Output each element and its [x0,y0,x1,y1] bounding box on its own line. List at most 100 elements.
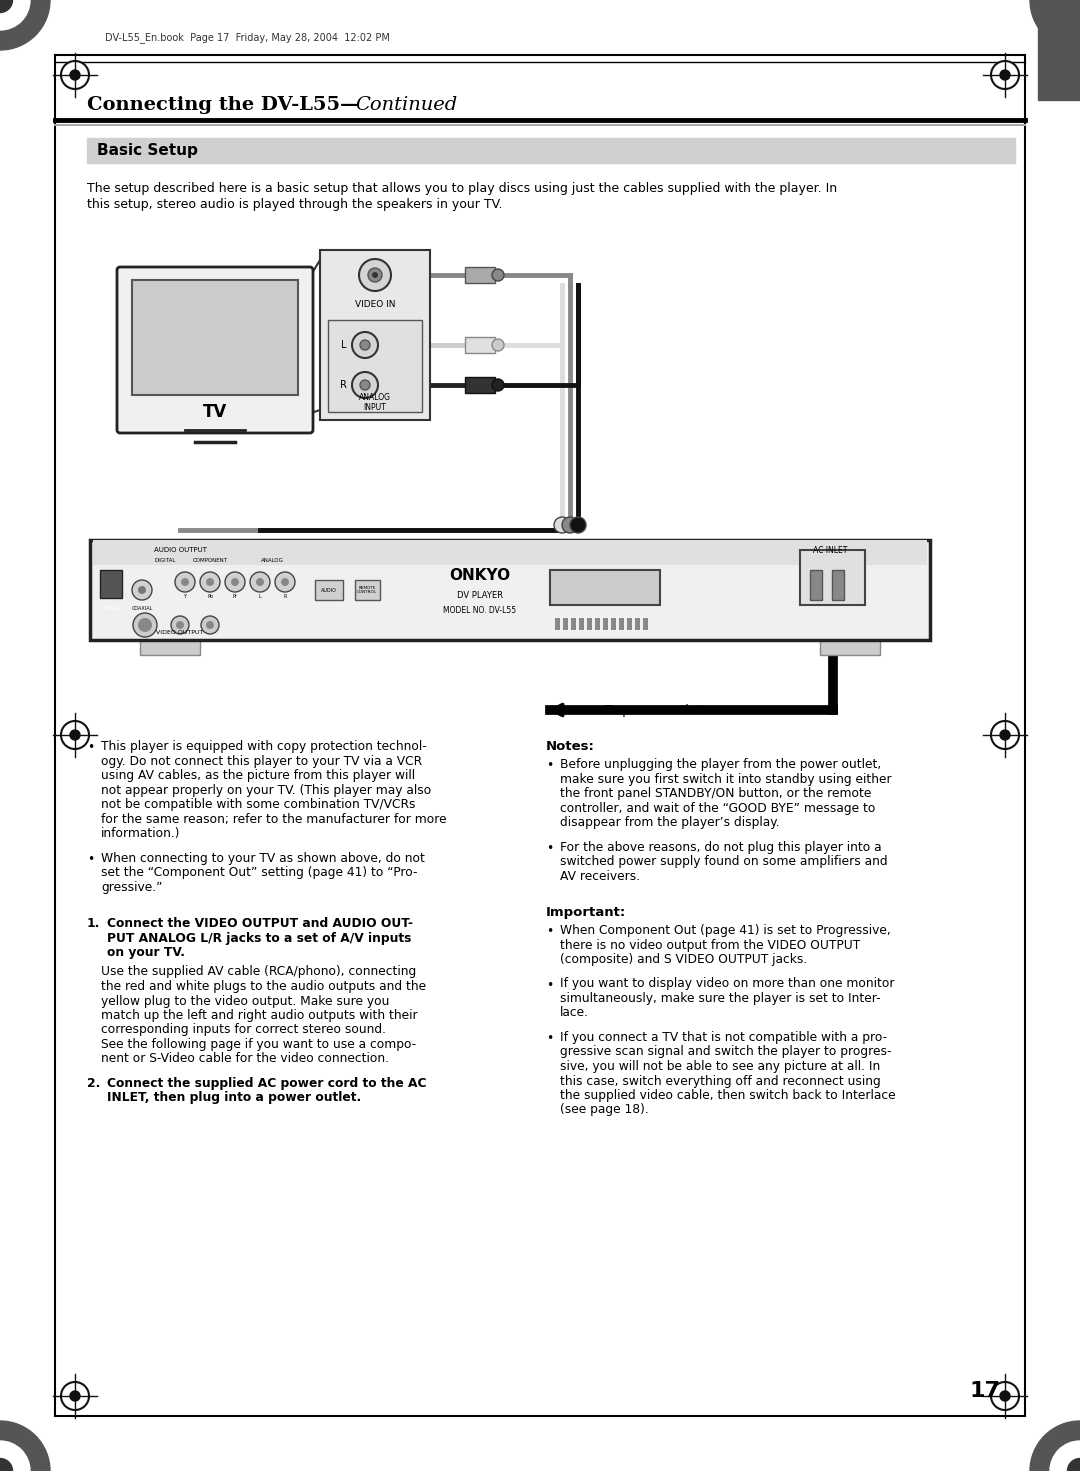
Text: Notes:: Notes: [546,740,595,753]
Text: the supplied video cable, then switch back to Interlace: the supplied video cable, then switch ba… [561,1089,895,1102]
Bar [810,569,822,600]
Circle shape [206,578,214,585]
Text: REMOTE
CONTROL: REMOTE CONTROL [357,585,377,594]
Text: make sure you first switch it into standby using either: make sure you first switch it into stand… [561,772,892,786]
Circle shape [70,1392,80,1400]
Text: 17: 17 [970,1381,1000,1400]
Bar [465,377,495,393]
Text: (composite) and S VIDEO OUTPUT jacks.: (composite) and S VIDEO OUTPUT jacks. [561,953,807,966]
Circle shape [554,516,570,533]
Circle shape [0,1442,30,1471]
Text: not be compatible with some combination TV/VCRs: not be compatible with some combination … [102,797,416,811]
Circle shape [1000,71,1010,79]
Circle shape [0,0,30,29]
Text: INLET, then plug into a power outlet.: INLET, then plug into a power outlet. [107,1091,361,1105]
Circle shape [991,1381,1020,1411]
Text: corresponding inputs for correct stereo sound.: corresponding inputs for correct stereo … [102,1024,386,1037]
Text: switched power supply found on some amplifiers and: switched power supply found on some ampl… [561,855,888,868]
Text: information.): information.) [102,827,180,840]
Text: disappear from the player’s display.: disappear from the player’s display. [561,816,780,830]
Bar [140,640,200,655]
Text: The setup described here is a basic setup that allows you to play discs using ju: The setup described here is a basic setu… [87,182,837,196]
Text: •: • [546,759,553,772]
Text: To power outlet: To power outlet [605,703,701,716]
Text: DIGITAL: DIGITAL [154,558,176,562]
Text: PUT ANALOG L/R jacks to a set of A/V inputs: PUT ANALOG L/R jacks to a set of A/V inp… [107,931,411,944]
Circle shape [492,269,504,281]
Circle shape [360,380,370,390]
Circle shape [0,0,13,12]
Circle shape [60,721,89,749]
Circle shape [138,618,152,633]
Text: This player is equipped with copy protection technol-: This player is equipped with copy protec… [102,740,427,753]
Text: OPTICAL: OPTICAL [100,606,121,610]
Circle shape [1030,0,1080,50]
Bar [800,550,865,605]
Bar [635,618,640,630]
Bar [563,618,568,630]
Circle shape [70,71,80,79]
Circle shape [225,572,245,591]
Circle shape [138,585,146,594]
Text: For the above reasons, do not plug this player into a: For the above reasons, do not plug this … [561,840,881,853]
Text: nent or S-Video cable for the video connection.: nent or S-Video cable for the video conn… [102,1052,389,1065]
Bar [820,640,880,655]
Text: See the following page if you want to use a compo-: See the following page if you want to us… [102,1039,416,1050]
Bar [611,618,616,630]
Text: Use the supplied AV cable (RCA/phono), connecting: Use the supplied AV cable (RCA/phono), c… [102,965,416,978]
Circle shape [359,259,391,291]
Text: the red and white plugs to the audio outputs and the: the red and white plugs to the audio out… [102,980,427,993]
Text: •: • [87,741,94,755]
Text: L: L [341,340,347,350]
Bar [328,321,422,412]
Text: VIDEO IN: VIDEO IN [354,300,395,309]
Circle shape [181,578,189,585]
Circle shape [132,580,152,600]
Text: Important:: Important: [546,906,626,919]
Circle shape [1000,1392,1010,1400]
Circle shape [492,380,504,391]
Text: AUDIO OUTPUT: AUDIO OUTPUT [153,547,206,553]
Text: DV PLAYER: DV PLAYER [457,590,503,600]
Bar [588,618,592,630]
Bar [643,618,648,630]
Circle shape [0,1459,13,1471]
Circle shape [0,0,50,50]
Bar [832,569,843,600]
Text: Basic Setup: Basic Setup [97,143,198,157]
Circle shape [372,272,378,278]
Text: for the same reason; refer to the manufacturer for more: for the same reason; refer to the manufa… [102,812,447,825]
Text: AC INLET: AC INLET [813,546,847,555]
Circle shape [133,613,157,637]
Text: When connecting to your TV as shown above, do not: When connecting to your TV as shown abov… [102,852,424,865]
Bar [132,279,298,396]
Bar [579,618,584,630]
Text: using AV cables, as the picture from this player will: using AV cables, as the picture from thi… [102,769,415,783]
Text: VIDEO OUTPUT: VIDEO OUTPUT [157,630,204,635]
Text: match up the left and right audio outputs with their: match up the left and right audio output… [102,1009,418,1022]
Bar [619,618,624,630]
Circle shape [562,516,578,533]
Text: L: L [258,593,261,599]
Text: •: • [87,853,94,865]
Circle shape [206,621,214,630]
Circle shape [70,730,80,740]
Text: lace.: lace. [561,1006,589,1019]
Text: on your TV.: on your TV. [107,946,185,959]
Text: If you connect a TV that is not compatible with a pro-: If you connect a TV that is not compatib… [561,1031,887,1044]
Circle shape [1000,730,1010,740]
Bar [627,618,632,630]
Circle shape [1030,1421,1080,1471]
Bar [465,337,495,353]
Circle shape [368,268,382,282]
Text: When Component Out (page 41) is set to Progressive,: When Component Out (page 41) is set to P… [561,924,891,937]
Circle shape [171,616,189,634]
Text: gressive scan signal and switch the player to progres-: gressive scan signal and switch the play… [561,1046,891,1059]
Circle shape [176,621,184,630]
Text: Pb: Pb [207,593,213,599]
Text: •: • [546,978,553,991]
Text: R: R [283,593,286,599]
Circle shape [570,516,586,533]
Text: Pr: Pr [232,593,238,599]
Bar [550,569,660,605]
